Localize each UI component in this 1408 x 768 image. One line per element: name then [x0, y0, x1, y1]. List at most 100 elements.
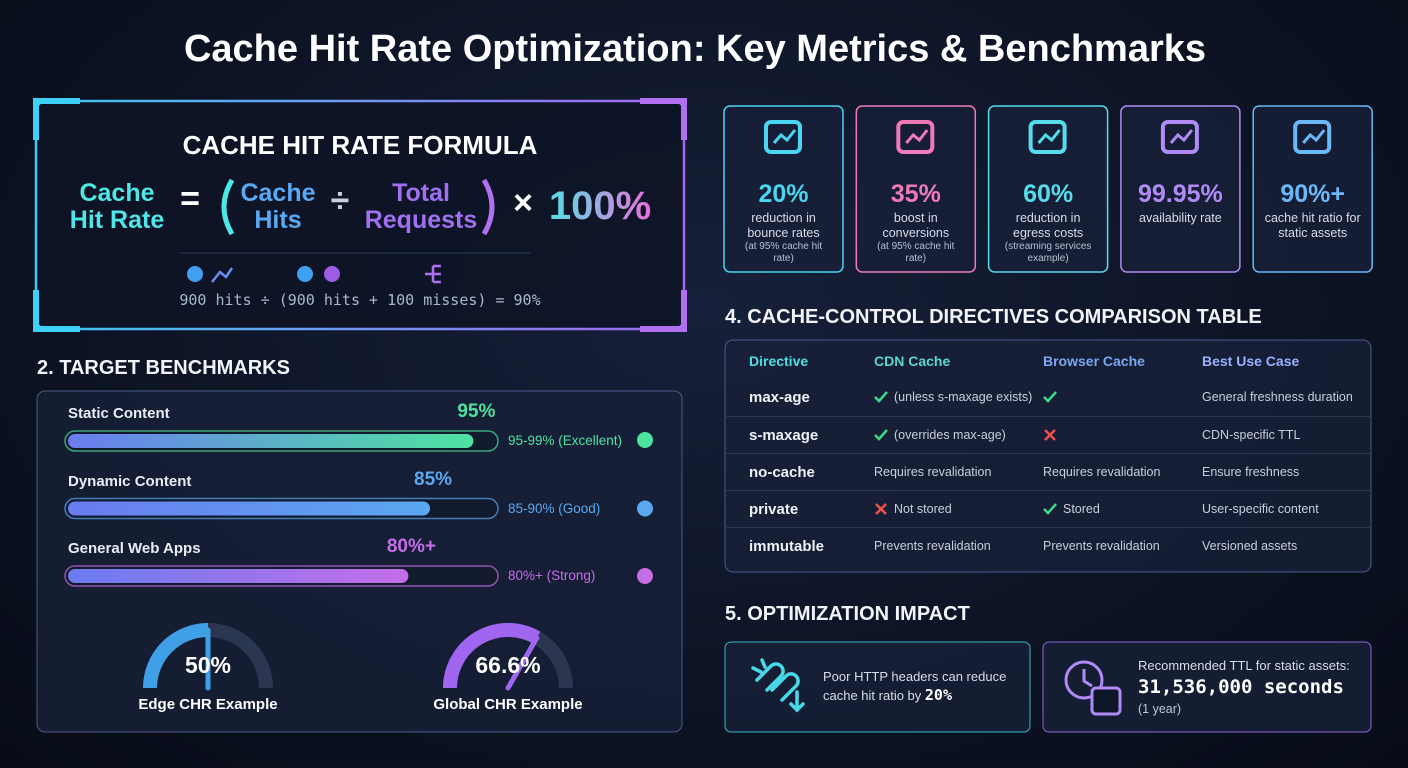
operator: ÷ — [330, 182, 350, 220]
cell: Prevents revalidation — [874, 539, 991, 553]
cross-icon — [1044, 429, 1056, 441]
cell-text: (unless s-maxage exists) — [894, 390, 1033, 404]
stat-card — [855, 105, 977, 273]
impact-text: Recommended TTL for static assets: — [1138, 658, 1350, 673]
check-icon — [1043, 391, 1057, 403]
stat-icon — [1169, 129, 1194, 144]
stat-text: boost in conversions — [882, 211, 950, 240]
cell: Not stored — [874, 491, 952, 528]
table-row: no-cache Requires revalidation Requires … — [725, 453, 1371, 491]
section-heading: 5. OPTIMIZATION IMPACT — [725, 603, 970, 625]
status-icon — [637, 432, 653, 448]
column-header: CDN Cache — [874, 353, 951, 369]
paren — [221, 178, 235, 236]
stat-icon — [896, 120, 935, 154]
stat-icon — [1293, 120, 1332, 154]
section-heading: 2. TARGET BENCHMARKS — [37, 357, 290, 379]
cell: Requires revalidation — [874, 465, 992, 479]
cell-text: Stored — [1063, 502, 1100, 516]
stat-text: cache hit ratio for static assets — [1264, 211, 1361, 240]
corner — [33, 290, 80, 332]
cell: Requires revalidation — [1043, 465, 1161, 479]
bar-value: 95% — [457, 401, 496, 422]
cell: private — [749, 501, 799, 518]
clock-icon — [1082, 669, 1093, 688]
operator: = — [180, 180, 200, 218]
formula-term: Cache Hits — [240, 179, 316, 234]
gauge-arc — [443, 623, 541, 689]
chain-icon — [751, 658, 805, 713]
cell: CDN-specific TTL — [1202, 428, 1301, 442]
gauge-label: Edge CHR Example — [138, 696, 278, 713]
table-row: s-maxage (overrides max-age) CDN-specifi… — [725, 416, 1371, 454]
stat-note: (streaming services example) — [1004, 241, 1092, 264]
stat-icon — [1037, 129, 1061, 144]
stat-icon — [1028, 120, 1067, 154]
formula-heading: CACHE HIT RATE FORMULA — [182, 130, 538, 160]
stat-icon — [1302, 129, 1326, 144]
icon — [187, 266, 203, 282]
stat-icon — [905, 129, 929, 144]
section-heading: 4. CACHE-CONTROL DIRECTIVES COMPARISON T… — [725, 306, 1262, 328]
cell: s-maxage — [749, 427, 819, 444]
bar-value: 85% — [414, 468, 453, 490]
stat-text: reduction in bounce rates — [747, 211, 820, 240]
bar-value: 80%+ — [386, 536, 436, 557]
bar-range: 85-90% (Good) — [508, 500, 601, 516]
bar — [68, 569, 409, 583]
page-title: Cache Hit Rate Optimization: Key Metrics… — [183, 28, 1207, 70]
calendar-icon — [1090, 686, 1122, 716]
check-icon — [874, 429, 888, 441]
formula-term: Cache Hit Rate — [69, 179, 165, 234]
bar — [68, 434, 474, 448]
formula-example: 900 hits ÷ (900 hits + 100 misses) = 90% — [179, 291, 541, 309]
status-icon — [637, 500, 653, 517]
cell-text: (overrides max-age) — [894, 428, 1006, 442]
stat-icon — [772, 129, 797, 144]
gauge-value: 50% — [184, 652, 232, 678]
cross-icon — [875, 503, 887, 515]
column-header: Directive — [749, 353, 809, 369]
cell: (overrides max-age) — [874, 417, 1006, 454]
table-panel — [724, 339, 1372, 573]
impact-card — [1042, 641, 1372, 733]
stat-icon — [1160, 120, 1199, 154]
paren — [481, 178, 495, 236]
column-header: Best Use Case — [1202, 353, 1300, 369]
corner — [640, 290, 687, 332]
corner — [640, 98, 687, 140]
benchmarks-panel — [36, 390, 683, 733]
icon — [425, 264, 441, 284]
cell: User-specific content — [1202, 502, 1319, 516]
stat-card — [1120, 105, 1241, 273]
cell: Stored — [1043, 491, 1100, 528]
stat-icon — [764, 120, 802, 154]
stat-value: 90%+ — [1280, 180, 1345, 208]
stat-value: 60% — [1023, 180, 1074, 208]
bar-label: Dynamic Content — [68, 472, 192, 490]
cell: Ensure freshness — [1202, 465, 1300, 479]
stat-value: 35% — [890, 180, 941, 208]
stat-note: (at 95% cache hit rate) — [877, 241, 955, 264]
impact-note: (1 year) — [1138, 702, 1182, 716]
gauge-label: Global CHR Example — [433, 696, 583, 713]
bar-range: 95-99% (Excellent) — [508, 433, 623, 448]
operator: × — [513, 184, 533, 222]
table-row: immutable Prevents revalidation Prevents… — [725, 527, 1371, 565]
impact-text: Poor HTTP headers can reduce cache hit r… — [823, 668, 1023, 705]
directives-table: Directive CDN Cache Browser Cache Best U… — [725, 340, 1371, 572]
cell: max-age — [749, 389, 810, 406]
cell: General freshness duration — [1202, 390, 1353, 404]
stat-card — [987, 105, 1109, 273]
check-icon — [874, 391, 888, 403]
gauge-needle — [505, 635, 540, 691]
cell: Versioned assets — [1202, 539, 1298, 553]
status-icon — [637, 568, 653, 584]
formula-term: Total Requests — [364, 179, 478, 234]
stat-card — [1252, 105, 1373, 273]
impact-sentence: Poor HTTP headers can reduce cache hit r… — [823, 669, 1007, 703]
impact-card — [724, 641, 1031, 733]
stat-note: (at 95% cache hit rate) — [744, 241, 823, 264]
